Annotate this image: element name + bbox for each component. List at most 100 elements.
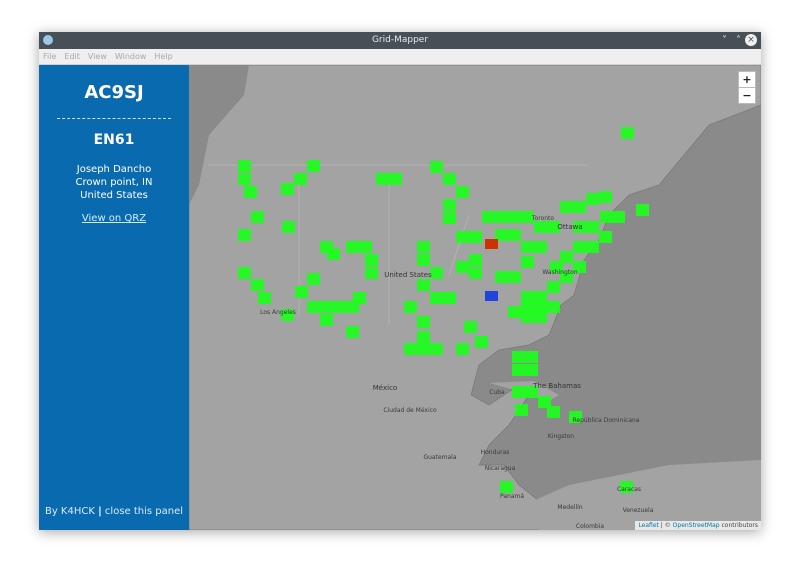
- leaflet-link[interactable]: Leaflet: [638, 522, 659, 529]
- menu-item[interactable]: View: [87, 52, 107, 61]
- grid-square: [404, 343, 417, 355]
- pacific: [189, 65, 249, 205]
- grid-square: [521, 211, 534, 223]
- grid-square: [534, 291, 547, 303]
- map-label: México: [373, 384, 397, 392]
- map-label: Nicaragua: [485, 465, 516, 472]
- home-grid-square: [485, 239, 498, 249]
- zoom-in[interactable]: +: [738, 71, 756, 88]
- footer: By K4HCK | close this panel: [39, 506, 189, 517]
- grid-square: [464, 321, 477, 333]
- close-button[interactable]: ×: [745, 34, 757, 46]
- grid-square: [600, 211, 613, 223]
- grid-square: [307, 301, 320, 313]
- grid-square: [251, 279, 264, 291]
- operator-location: Crown point, IN: [75, 177, 153, 188]
- grid-square: [365, 267, 378, 279]
- grid-square: [389, 173, 402, 185]
- grid-square: [320, 301, 333, 313]
- map-label: Cuba: [489, 389, 505, 396]
- maximize-button[interactable]: ˄: [736, 35, 741, 46]
- menu-item[interactable]: File: [43, 52, 57, 61]
- grid-square: [417, 279, 430, 291]
- grid-squares: [238, 127, 649, 493]
- grid-square: [307, 160, 320, 172]
- grid-square: [508, 229, 521, 241]
- grid-square: [307, 273, 320, 285]
- map-label: United States: [384, 271, 432, 279]
- menu-item[interactable]: Edit: [64, 52, 80, 61]
- grid-square: [534, 301, 547, 313]
- qrz-link[interactable]: View on QRZ: [81, 213, 147, 224]
- map[interactable]: Ottawa Toronto United States Washington Los …: [189, 65, 761, 530]
- menu-bar: File Edit View Window Help: [39, 49, 761, 65]
- map-label: Kingston: [548, 433, 574, 440]
- grid-square: [417, 331, 430, 343]
- grid-square: [620, 481, 633, 493]
- grid-square: [359, 241, 372, 253]
- map-label: Venezuela: [623, 507, 654, 514]
- app-icon: [43, 35, 53, 45]
- grid-square: [346, 241, 359, 253]
- grid-square: [281, 309, 294, 321]
- grid-square: [573, 261, 586, 273]
- separator: |: [98, 506, 102, 517]
- grid-square: [238, 267, 251, 279]
- grid-square: [512, 386, 525, 398]
- grid-square: [508, 271, 521, 283]
- grid-square: [508, 306, 521, 318]
- map-label: Guatemala: [423, 454, 456, 461]
- grid-square: [482, 211, 495, 223]
- operator-name: Joseph Dancho: [76, 164, 152, 175]
- grid-square: [560, 251, 573, 263]
- map-label: The Bahamas: [532, 382, 581, 390]
- grid-square-label: EN61: [93, 132, 135, 148]
- grid-square: [469, 231, 482, 243]
- menu-item[interactable]: Help: [154, 52, 173, 61]
- grid-square: [547, 301, 560, 313]
- grid-square: [636, 204, 649, 216]
- grid-square: [475, 336, 488, 348]
- author-link[interactable]: By K4HCK: [44, 506, 95, 517]
- grid-square: [327, 248, 340, 260]
- app-window: Grid-Mapper × ˄ ˅ File Edit View Window Help…: [39, 32, 761, 530]
- menu-item[interactable]: Window: [114, 52, 147, 61]
- grid-square: [512, 351, 525, 363]
- sidebar: AC9SJ EN61 Joseph Dancho Crown point, IN…: [39, 65, 189, 530]
- grid-square: [456, 231, 469, 243]
- close-panel-link[interactable]: close this panel: [104, 506, 184, 517]
- coastline: [189, 65, 761, 530]
- map-label: Ottawa: [557, 223, 582, 231]
- osm-link[interactable]: OpenStreetMap: [672, 522, 720, 529]
- grid-square: [569, 411, 582, 423]
- grid-square: [599, 191, 612, 203]
- land: [189, 65, 761, 530]
- grid-square: [495, 229, 508, 241]
- grid-square: [258, 292, 271, 304]
- grid-square: [333, 301, 346, 313]
- grid-square: [365, 254, 378, 266]
- grid-square: [404, 301, 417, 313]
- grid-square: [550, 261, 563, 273]
- south-america: [524, 460, 761, 530]
- grid-square: [456, 261, 469, 273]
- grid-square: [430, 161, 443, 173]
- map-label: Ciudad de México: [383, 407, 437, 414]
- zoom-out[interactable]: −: [738, 87, 756, 104]
- grid-square: [443, 212, 456, 224]
- minimize-button[interactable]: ˅: [722, 35, 727, 46]
- borders: [209, 164, 589, 325]
- grid-square: [515, 404, 528, 416]
- operator-country: United States: [80, 190, 148, 201]
- grid-square: [320, 314, 333, 326]
- grid-square: [295, 286, 308, 298]
- grid-square: [495, 211, 508, 223]
- map-label: Washington: [542, 269, 577, 276]
- grid-square: [430, 267, 443, 279]
- grid-square: [443, 173, 456, 185]
- grid-square: [521, 241, 534, 253]
- grid-square: [525, 364, 538, 376]
- map-label: Los Angeles: [260, 309, 296, 316]
